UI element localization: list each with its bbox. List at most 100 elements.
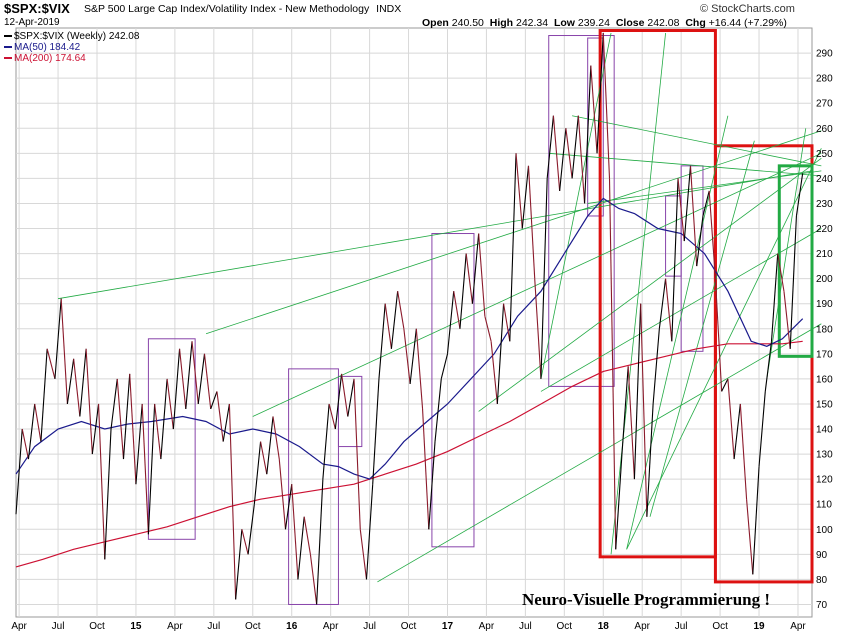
price-segment bbox=[359, 529, 368, 580]
chart-name: S&P 500 Large Cap Index/Volatility Index… bbox=[84, 3, 370, 15]
price-segment bbox=[509, 153, 517, 342]
price-segment bbox=[210, 391, 218, 410]
x-tick-label: Oct bbox=[712, 621, 728, 632]
price-segment bbox=[316, 479, 324, 605]
price-segment bbox=[216, 391, 224, 442]
price-segment bbox=[789, 215, 797, 349]
legend-swatch-price bbox=[4, 35, 12, 38]
trendline bbox=[649, 140, 755, 517]
price-segment bbox=[309, 554, 318, 605]
chart-legend: $SPX:$VIX (Weekly) 242.08 MA(50) 184.42 … bbox=[4, 31, 139, 64]
trendline bbox=[766, 128, 807, 379]
price-segment bbox=[322, 403, 330, 480]
y-tick-label: 150 bbox=[816, 399, 833, 410]
price-segment bbox=[527, 165, 536, 279]
annotation-boxes bbox=[147, 29, 814, 605]
price-segment bbox=[185, 341, 193, 410]
price-segment bbox=[384, 303, 392, 349]
price-segment bbox=[795, 173, 804, 217]
price-segment bbox=[409, 328, 417, 384]
price-segment bbox=[708, 190, 716, 279]
price-segment bbox=[291, 484, 299, 580]
price-segment bbox=[721, 378, 729, 392]
price-segment bbox=[154, 403, 162, 460]
price-segment bbox=[658, 278, 667, 329]
price-segment bbox=[135, 403, 143, 485]
x-tick-label: Jul bbox=[207, 621, 220, 632]
price-segment bbox=[559, 128, 567, 191]
price-segment bbox=[347, 378, 355, 417]
low-label: Low bbox=[553, 17, 575, 29]
price-segment bbox=[66, 358, 75, 405]
x-tick-label: Oct bbox=[557, 621, 573, 632]
price-segment bbox=[677, 178, 685, 242]
y-tick-label: 190 bbox=[816, 299, 833, 310]
y-tick-label: 230 bbox=[816, 199, 833, 210]
price-segment bbox=[303, 516, 311, 555]
y-tick-label: 80 bbox=[816, 575, 828, 586]
price-segment bbox=[378, 303, 386, 379]
price-segment bbox=[129, 373, 137, 485]
price-segment bbox=[770, 253, 779, 342]
price-segment bbox=[40, 348, 48, 442]
price-segment bbox=[633, 303, 642, 480]
chart-symbol: $SPX:$VIX bbox=[4, 1, 70, 16]
y-tick-label: 290 bbox=[816, 49, 833, 60]
price-segment bbox=[46, 348, 56, 380]
legend-item-ma200: MA(200) 174.64 bbox=[4, 53, 139, 64]
price-segment bbox=[166, 378, 174, 430]
legend-swatch-ma50 bbox=[4, 46, 12, 49]
grid-lines bbox=[15, 27, 813, 618]
price-segment bbox=[577, 115, 586, 204]
x-tick-label: 18 bbox=[598, 621, 610, 632]
purple-box bbox=[337, 375, 363, 448]
x-tick-label: Jul bbox=[52, 621, 65, 632]
y-tick-label: 90 bbox=[816, 550, 828, 561]
brand-label: © StockCharts.com bbox=[700, 3, 795, 15]
x-tick-label: Oct bbox=[401, 621, 417, 632]
chart-title: S&P 500 Large Cap Index/Volatility Index… bbox=[84, 3, 401, 15]
trendline bbox=[610, 32, 666, 555]
price-segment bbox=[79, 348, 87, 417]
x-axis: Apr Jul Oct 15 Apr Jul Oct 16 Apr Jul Oct 17 Apr Jul O… bbox=[11, 621, 806, 632]
legend-label-ma200: MA(200) 174.64 bbox=[14, 53, 86, 64]
y-tick-label: 160 bbox=[816, 374, 833, 385]
x-tick-label: 15 bbox=[130, 621, 142, 632]
y-tick-label: 250 bbox=[816, 149, 833, 160]
price-segment bbox=[297, 516, 305, 580]
x-tick-label: Apr bbox=[11, 621, 27, 632]
high-label: High bbox=[489, 17, 514, 29]
y-tick-label: 220 bbox=[816, 224, 833, 235]
price-segment bbox=[397, 291, 405, 329]
price-segment bbox=[241, 529, 249, 555]
price-segment bbox=[235, 529, 243, 600]
x-tick-label: Apr bbox=[479, 621, 495, 632]
price-segment bbox=[91, 403, 100, 455]
close-value: 242.08 bbox=[647, 17, 680, 29]
price-segment bbox=[465, 253, 473, 304]
price-segment bbox=[60, 298, 68, 404]
price-segment bbox=[515, 153, 523, 229]
price-segment bbox=[266, 416, 274, 475]
price-segment bbox=[260, 441, 268, 475]
price-segment bbox=[27, 403, 36, 460]
price-segment bbox=[253, 441, 262, 505]
x-tick-label: Oct bbox=[245, 621, 261, 632]
legend-swatch-ma200 bbox=[4, 57, 12, 60]
price-segment bbox=[34, 403, 42, 442]
price-segment bbox=[179, 348, 187, 410]
price-segment bbox=[727, 378, 735, 460]
y-tick-label: 130 bbox=[816, 450, 833, 461]
price-segment bbox=[73, 358, 81, 417]
price-segment bbox=[341, 373, 349, 417]
price-segment bbox=[689, 165, 698, 267]
open-label: Open bbox=[422, 17, 449, 29]
price-segment bbox=[284, 484, 293, 530]
price-segment bbox=[15, 428, 23, 515]
ohlc-readout: Open 240.50 High 242.34 Low 239.24 Close… bbox=[422, 17, 787, 29]
price-segment bbox=[733, 403, 741, 460]
price-segment bbox=[353, 378, 361, 530]
price-segment bbox=[739, 403, 748, 500]
x-tick-label: Jul bbox=[519, 621, 532, 632]
